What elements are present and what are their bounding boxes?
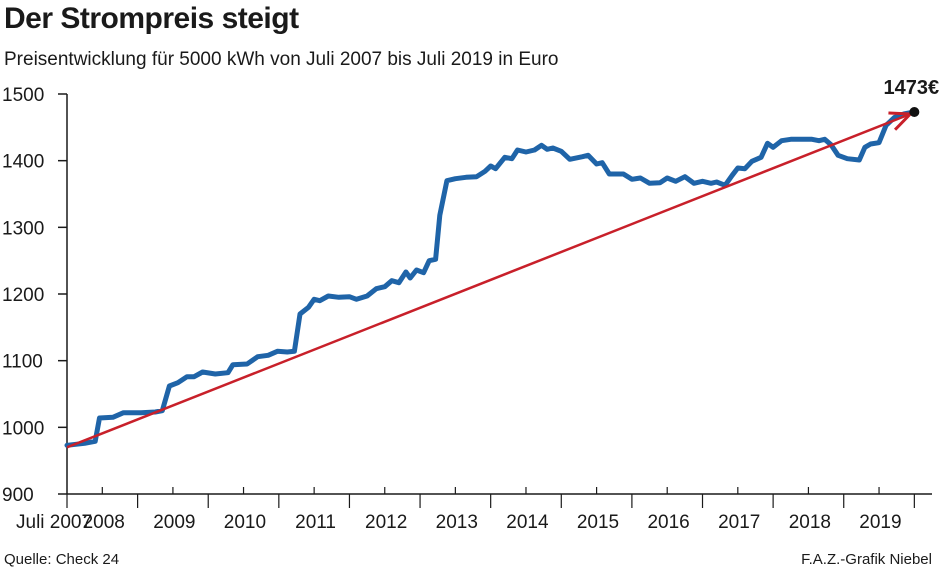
x-tick-label: 2010 bbox=[224, 512, 266, 533]
x-tick-label: 2011 bbox=[295, 512, 336, 533]
y-tick-label: 1500 bbox=[2, 85, 44, 106]
y-tick-label: 900 bbox=[2, 485, 34, 506]
chart-title: Der Strompreis steigt bbox=[4, 2, 299, 35]
trend-arrow bbox=[66, 114, 910, 449]
x-tick-label: 2015 bbox=[577, 512, 619, 533]
end-annotation: 1473€ bbox=[884, 77, 940, 117]
x-tick-label: 2009 bbox=[153, 512, 195, 533]
y-tick-label: 1400 bbox=[2, 152, 44, 173]
y-axis: 900 1000 1100 1200 1300 1400 1500 bbox=[2, 85, 68, 506]
y-tick-label: 1000 bbox=[2, 418, 44, 439]
y-tick-label: 1100 bbox=[2, 352, 43, 373]
x-tick-label: 2019 bbox=[859, 512, 901, 533]
source-note: Quelle: Check 24 bbox=[4, 551, 120, 568]
x-tick-label: 2017 bbox=[718, 512, 760, 533]
end-value-label: 1473€ bbox=[884, 77, 940, 99]
x-tick-label: 2012 bbox=[365, 512, 407, 533]
x-tick-label: 2018 bbox=[789, 512, 831, 533]
price-series-line bbox=[64, 109, 917, 448]
x-tick-label: 2008 bbox=[83, 512, 125, 533]
x-tick-label: 2016 bbox=[647, 512, 689, 533]
end-point-marker bbox=[909, 107, 920, 117]
x-tick-label: Juli 2007 bbox=[16, 512, 92, 533]
x-tick-label: 2013 bbox=[436, 512, 478, 533]
graphic-credit: F.A.Z.-Grafik Niebel bbox=[801, 551, 932, 568]
chart-subtitle: Preisentwicklung für 5000 kWh von Juli 2… bbox=[4, 49, 559, 70]
y-tick-label: 1200 bbox=[2, 285, 44, 306]
x-tick-label: 2014 bbox=[506, 512, 549, 533]
y-tick-label: 1300 bbox=[2, 218, 44, 239]
series-layer bbox=[64, 109, 917, 449]
